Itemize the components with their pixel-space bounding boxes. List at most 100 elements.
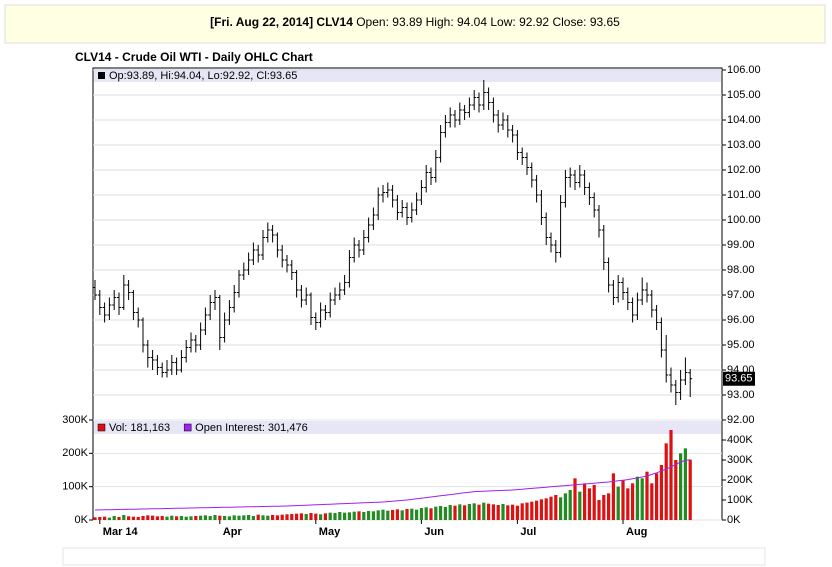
- volume-bar: [539, 499, 543, 520]
- volume-bar: [184, 516, 188, 520]
- volume-bar: [448, 505, 452, 520]
- volume-bar: [98, 517, 102, 520]
- volume-bar: [583, 483, 587, 520]
- volume-bar: [659, 465, 663, 520]
- volume-bar: [170, 515, 174, 520]
- y2-tick-label: 400K: [727, 434, 753, 446]
- volume-bar: [319, 514, 323, 520]
- volume-bar: [223, 516, 227, 520]
- volume-bar: [463, 505, 467, 520]
- volume-bar: [376, 510, 380, 520]
- volume-bar: [328, 512, 332, 520]
- volume-bar: [232, 515, 236, 520]
- volume-bar: [458, 504, 462, 520]
- volume-bar: [103, 516, 107, 520]
- volume-bar: [323, 513, 327, 520]
- y-tick-label: 98.00: [727, 264, 755, 276]
- y-tick-label: 105.00: [727, 89, 761, 101]
- y2-tick-label: 300K: [727, 454, 753, 466]
- volume-bar: [400, 510, 404, 520]
- legend-swatch: [97, 423, 106, 432]
- x-tick-label: Jul: [520, 526, 536, 538]
- volume-bar: [218, 515, 222, 520]
- y-tick-label: 300K: [62, 414, 88, 426]
- y-tick-label: 106.00: [727, 64, 761, 76]
- volume-bar: [391, 510, 395, 520]
- volume-bar: [295, 513, 299, 520]
- volume-bar: [261, 515, 265, 520]
- volume-bar: [419, 508, 423, 520]
- y-tick-label: 102.00: [727, 164, 761, 176]
- volume-bar: [650, 483, 654, 520]
- volume-bar: [362, 512, 366, 520]
- legend-label: Op:93.89, Hi:94.04, Lo:92.92, Cl:93.65: [109, 70, 297, 82]
- volume-bar: [160, 516, 164, 520]
- volume-bar: [568, 490, 572, 520]
- volume-bar: [434, 506, 438, 520]
- y-tick-label: 92.00: [727, 414, 755, 426]
- volume-bar: [165, 516, 169, 520]
- volume-bar: [592, 485, 596, 520]
- volume-bar: [242, 515, 246, 520]
- footer-box: [62, 547, 766, 566]
- header-field-label: Open:: [356, 15, 389, 29]
- volume-bar: [151, 515, 155, 520]
- volume-bar: [530, 501, 534, 520]
- volume-bar: [467, 504, 471, 520]
- volume-bar: [626, 488, 630, 520]
- volume-bar: [405, 509, 409, 520]
- volume-bar: [410, 508, 414, 520]
- chart-title: CLV14 - Crude Oil WTI - Daily OHLC Chart: [75, 50, 313, 64]
- volume-bar: [131, 516, 135, 520]
- volume-bar: [674, 460, 678, 520]
- volume-bar: [208, 516, 212, 520]
- volume-bar: [271, 515, 275, 520]
- volume-bar: [136, 517, 140, 520]
- volume-bar: [506, 505, 510, 520]
- volume-bar: [127, 516, 131, 520]
- y-tick-label: 99.00: [727, 239, 755, 251]
- volume-bar: [559, 497, 563, 520]
- header-field-label: Low:: [490, 15, 515, 29]
- volume-bar: [491, 504, 495, 520]
- price-legend-band: [94, 69, 721, 82]
- volume-bar: [194, 516, 198, 520]
- x-tick-label: Mar 14: [103, 526, 139, 538]
- volume-bar: [631, 483, 635, 520]
- volume-bar: [472, 503, 476, 520]
- header-field-label: High:: [426, 15, 454, 29]
- y2-tick-label: 200K: [727, 474, 753, 486]
- volume-bar: [371, 511, 375, 520]
- volume-bar: [664, 443, 668, 520]
- volume-bar: [597, 500, 601, 520]
- volume-bar: [482, 502, 486, 520]
- volume-bar: [439, 506, 443, 520]
- volume-bar: [199, 515, 203, 520]
- y-tick-label: 100.00: [727, 214, 761, 226]
- header-field-value: 93.65: [590, 15, 620, 29]
- header-text: [Fri. Aug 22, 2014] CLV14 Open: 93.89 Hi…: [210, 15, 620, 29]
- y-tick-label: 93.00: [727, 389, 755, 401]
- y-tick-label: 104.00: [727, 114, 761, 126]
- header-field-value: 93.89: [392, 15, 422, 29]
- legend-swatch: [98, 72, 105, 79]
- volume-bar: [112, 516, 116, 520]
- volume-bar: [573, 478, 577, 520]
- y-tick-label: 200K: [62, 447, 88, 459]
- volume-bar: [352, 511, 356, 520]
- volume-bar: [645, 471, 649, 520]
- last-price-label: 93.65: [725, 373, 753, 385]
- volume-bar: [381, 509, 385, 520]
- legend-label: Open Interest: 301,476: [195, 422, 308, 434]
- volume-bar: [496, 505, 500, 520]
- y-tick-label: 95.00: [727, 339, 755, 351]
- volume-bar: [669, 430, 673, 520]
- volume-bar: [511, 504, 515, 520]
- volume-bar: [141, 516, 145, 520]
- volume-bar: [155, 516, 159, 520]
- volume-bar: [683, 448, 687, 520]
- volume-bar: [117, 517, 121, 520]
- header-box: [4, 4, 826, 44]
- oi-line: [94, 459, 691, 511]
- volume-bar: [227, 516, 231, 520]
